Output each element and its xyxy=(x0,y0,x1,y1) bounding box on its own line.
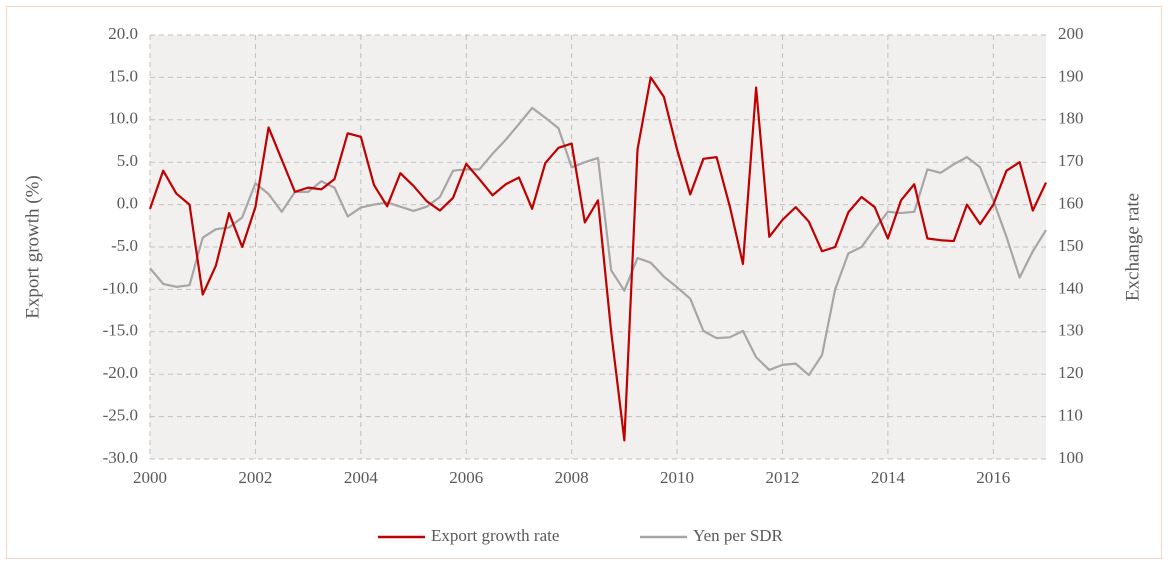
y2-tick-label: 180 xyxy=(1058,109,1084,128)
x-tick-label: 2016 xyxy=(976,468,1010,487)
y2-tick-label: 170 xyxy=(1058,151,1084,170)
y-tick-label: -20.0 xyxy=(103,363,138,382)
y2-tick-label: 120 xyxy=(1058,363,1084,382)
y2-tick-label: 160 xyxy=(1058,194,1084,213)
y-tick-label: -10.0 xyxy=(103,278,138,297)
y2-tick-label: 150 xyxy=(1058,236,1084,255)
x-tick-label: 2014 xyxy=(871,468,906,487)
y-tick-label: 10.0 xyxy=(108,109,138,128)
y-tick-label: 15.0 xyxy=(108,66,138,85)
y2-tick-label: 190 xyxy=(1058,66,1084,85)
y-tick-label: -5.0 xyxy=(111,236,138,255)
y-axis-label: Export growth (%) xyxy=(22,175,43,319)
y-tick-label: 5.0 xyxy=(117,151,138,170)
y2-tick-label: 130 xyxy=(1058,321,1084,340)
x-tick-label: 2008 xyxy=(555,468,589,487)
y-tick-label: -25.0 xyxy=(103,406,138,425)
y-tick-label: 0.0 xyxy=(117,194,138,213)
legend-label: Yen per SDR xyxy=(693,526,784,545)
plot-area xyxy=(150,35,1046,459)
y2-tick-label: 200 xyxy=(1058,24,1084,43)
x-tick-label: 2000 xyxy=(133,468,167,487)
x-tick-label: 2010 xyxy=(660,468,694,487)
x-tick-label: 2004 xyxy=(344,468,379,487)
y2-tick-label: 110 xyxy=(1058,406,1083,425)
legend-label: Export growth rate xyxy=(431,526,559,545)
y-tick-label: -30.0 xyxy=(103,448,138,467)
y-tick-label: -15.0 xyxy=(103,321,138,340)
series-line xyxy=(148,76,1047,442)
y2-tick-label: 100 xyxy=(1058,448,1084,467)
y2-axis-label: Exchange rate xyxy=(1122,193,1143,301)
y2-tick-label: 140 xyxy=(1058,278,1084,297)
x-tick-label: 2002 xyxy=(238,468,272,487)
x-tick-label: 2012 xyxy=(765,468,799,487)
x-tick-label: 2006 xyxy=(449,468,483,487)
y-tick-label: 20.0 xyxy=(108,24,138,43)
